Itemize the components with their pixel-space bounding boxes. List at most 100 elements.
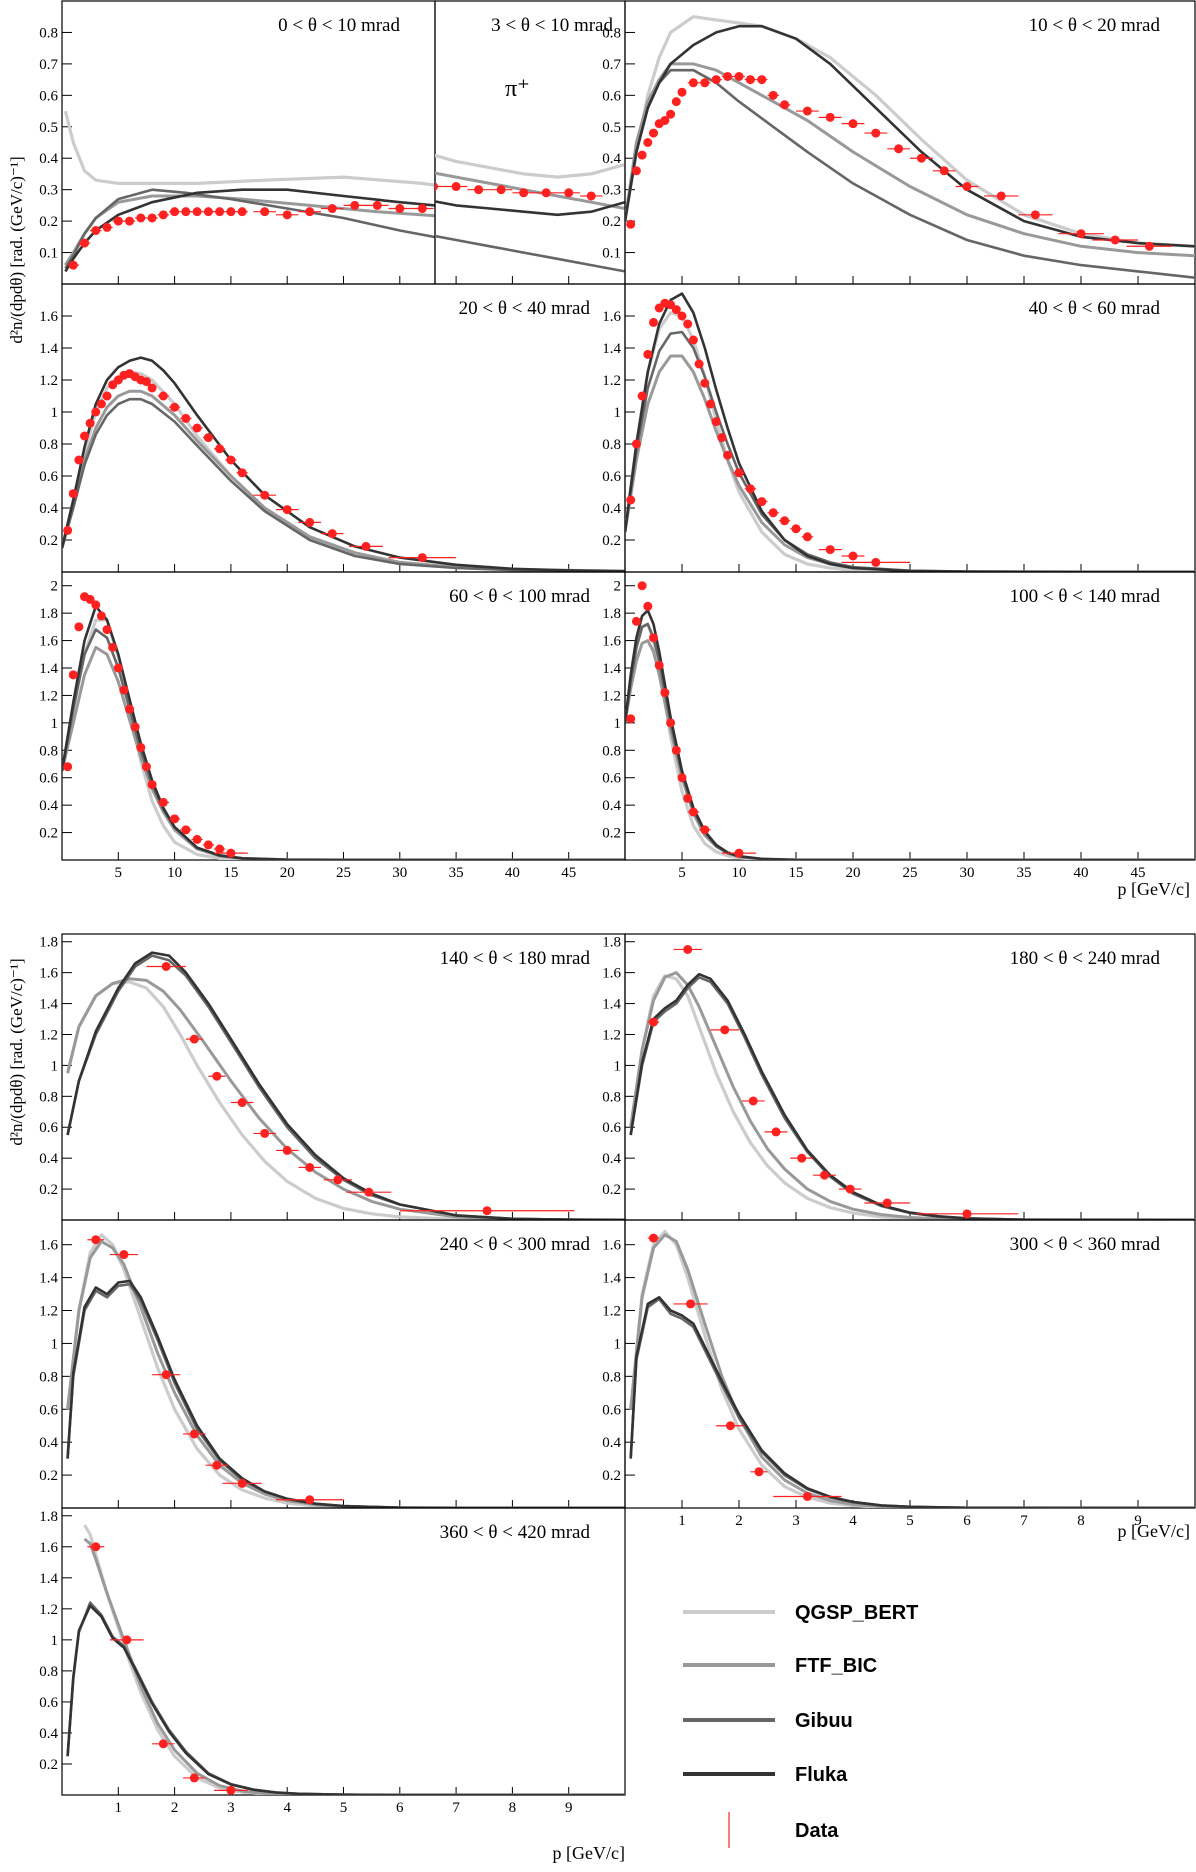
y-tick-label: 0.8 — [602, 743, 621, 759]
data-point — [96, 611, 106, 621]
y-tick-label: 1 — [614, 405, 622, 421]
y-tick-label: 1.8 — [602, 606, 621, 622]
panel-title: 40 < θ < 60 mrad — [1029, 298, 1161, 319]
y-tick-label: 0.4 — [39, 1151, 58, 1167]
y-tick-label: 1.6 — [602, 309, 621, 325]
data-point — [694, 359, 704, 369]
series-fluka — [62, 356, 625, 572]
data-points — [67, 200, 434, 270]
data-point — [754, 1467, 764, 1477]
y-tick-label: 1.8 — [39, 1509, 58, 1525]
series-ftf-bic — [62, 645, 625, 860]
data-point — [939, 166, 949, 176]
series-fluka — [625, 292, 1195, 572]
xlabel-p3: p [GeV/c] — [553, 1843, 625, 1863]
data-point — [136, 213, 146, 223]
data-point — [757, 497, 767, 507]
data-point — [700, 78, 710, 88]
data-point — [637, 581, 647, 591]
panel-3: 0.1 0.2 0.3 0.4 0.5 0.6 0.7 0.8 10 < θ < 20 mrad — [602, 0, 1196, 285]
panel-12: 0.2 0.4 0.6 0.8 1 1.2 1.4 1.6 1.8 1 2 3 4 5 6 7 8 9 360 < … — [39, 1507, 626, 1816]
x-tick-label: 45 — [561, 865, 576, 881]
data-point — [158, 797, 168, 807]
data-point — [91, 226, 101, 236]
data-point — [102, 391, 112, 401]
data-point — [780, 100, 790, 110]
series-qgsp-bert — [625, 311, 1195, 572]
panel-10: 0.2 0.4 0.6 0.8 1 1.2 1.4 1.6 240 < θ < 300 mrad — [39, 1219, 626, 1509]
data-point — [802, 1491, 812, 1501]
data-point — [683, 319, 693, 329]
y-tick-label: 1.6 — [39, 1540, 58, 1556]
x-tick-label: 8 — [509, 1800, 517, 1816]
series-qgsp-bert — [63, 110, 435, 187]
data-point — [666, 109, 676, 119]
y-tick-label: 0.4 — [39, 1435, 58, 1451]
y-tick-label: 0.2 — [39, 214, 58, 230]
data-point — [80, 238, 90, 248]
data-point — [119, 685, 129, 695]
data-point — [894, 144, 904, 154]
data-points — [435, 182, 603, 201]
x-tick-label: 2 — [735, 1513, 743, 1529]
legend-label-data: Data — [795, 1820, 839, 1842]
y-tick-label: 2 — [51, 579, 59, 595]
data-point — [700, 378, 710, 388]
series-fluka — [625, 24, 1195, 248]
y-tick-label: 1.4 — [39, 997, 58, 1013]
data-point — [586, 191, 596, 201]
series-ftf-bic — [625, 354, 1195, 572]
series-gibuu — [625, 68, 1195, 279]
data-point — [80, 431, 90, 441]
data-point — [666, 718, 676, 728]
x-tick-label: 15 — [223, 865, 238, 881]
data-point — [768, 90, 778, 100]
x-tick-label: 30 — [960, 865, 975, 881]
y-tick-label: 0.2 — [602, 214, 621, 230]
curves — [629, 971, 1195, 1220]
data-point — [631, 616, 641, 626]
y-tick-label: 1.2 — [602, 688, 621, 704]
data-point — [141, 377, 151, 387]
x-tick-label: 25 — [903, 865, 918, 881]
y-tick-label: 0.4 — [39, 1726, 58, 1742]
series-qgsp-bert — [435, 153, 625, 179]
y-tick-label: 1.6 — [39, 634, 58, 650]
y-tick-label: 0.8 — [602, 1089, 621, 1105]
ylabel-bottom: d²n/(dpdθ) [rad. (GeV/c)⁻¹] — [7, 958, 26, 1145]
y-tick-label: 1 — [614, 716, 622, 732]
data-point — [637, 150, 647, 160]
curves — [625, 609, 1195, 860]
y-tick-label: 0.6 — [39, 469, 58, 485]
data-point — [700, 825, 710, 835]
data-point — [631, 166, 641, 176]
data-point — [141, 762, 151, 772]
data-point — [996, 191, 1006, 201]
data-point — [820, 1170, 829, 1180]
panel-title: 180 < θ < 240 mrad — [1010, 948, 1161, 969]
panel-title: 300 < θ < 360 mrad — [1010, 1234, 1161, 1255]
data-point — [189, 1034, 199, 1044]
data-point — [723, 71, 733, 81]
data-point — [158, 391, 168, 401]
y-tick-label: 0.6 — [602, 1402, 621, 1418]
series-fluka — [62, 604, 625, 860]
data-point — [825, 112, 835, 122]
data-point — [158, 210, 168, 220]
y-tick-label: 0.1 — [39, 246, 58, 262]
y-tick-label: 0.8 — [39, 743, 58, 759]
data-point — [649, 633, 658, 643]
data-point — [848, 551, 858, 561]
panel-title: 240 < θ < 300 mrad — [440, 1234, 591, 1255]
panel-frame — [624, 283, 1196, 573]
y-tick-label: 1.2 — [602, 373, 621, 389]
panel-6: 0.20.40.60.811.21.41.61.825 10 15 20 25 30 35 4… — [39, 571, 626, 881]
data-point — [63, 525, 73, 535]
y-tick-label: 0.8 — [39, 1089, 58, 1105]
x-tick-label: 8 — [1077, 1513, 1085, 1529]
x-tick-label: 6 — [396, 1800, 404, 1816]
x-tick-label: 7 — [452, 1800, 460, 1816]
data-point — [226, 1785, 236, 1795]
data-point — [797, 1153, 807, 1163]
data-point — [1030, 210, 1040, 220]
